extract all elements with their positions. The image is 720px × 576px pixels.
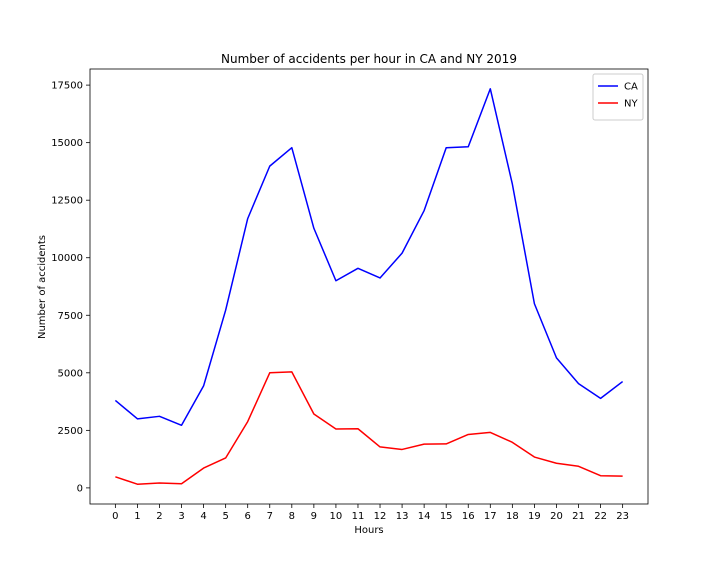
x-tick-label: 12 [374, 511, 387, 522]
x-tick-label: 23 [616, 511, 629, 522]
x-tick-label: 15 [440, 511, 453, 522]
x-tick-label: 5 [222, 511, 228, 522]
x-tick-label: 2 [156, 511, 162, 522]
y-tick-label: 5000 [58, 368, 83, 379]
plot-frame [89, 68, 649, 505]
y-tick-label: 10000 [51, 253, 83, 264]
y-axis-label: Number of accidents [37, 235, 48, 339]
x-tick-label: 7 [267, 511, 273, 522]
y-tick-label: 0 [77, 483, 83, 494]
x-tick-label: 18 [506, 511, 519, 522]
y-tick-label: 12500 [51, 196, 83, 207]
y-tick-label: 7500 [58, 311, 83, 322]
x-tick-label: 14 [418, 511, 431, 522]
x-tick-label: 13 [396, 511, 409, 522]
y-tick-label: 2500 [58, 426, 83, 437]
x-tick-label: 0 [112, 511, 118, 522]
x-tick-label: 3 [178, 511, 184, 522]
x-tick-label: 21 [572, 511, 585, 522]
x-tick-label: 22 [594, 511, 607, 522]
legend-label-ca: CA [624, 82, 638, 93]
x-axis-label: Hours [354, 525, 383, 536]
x-tick-label: 20 [550, 511, 563, 522]
x-tick-label: 4 [200, 511, 206, 522]
x-tick-label: 9 [311, 511, 317, 522]
x-tick-label: 10 [330, 511, 343, 522]
x-tick-label: 8 [289, 511, 295, 522]
x-axis-ticks: 0 1 2 3 4 5 6 7 8 9 10 11 12 13 14 15 16 17 18 19 20 21 22 23 [112, 504, 629, 522]
x-tick-label: 6 [245, 511, 251, 522]
y-axis-ticks: 0 2500 5000 7500 10000 12500 15000 17500 [51, 81, 90, 494]
x-tick-label: 11 [352, 511, 365, 522]
x-tick-label: 1 [134, 511, 140, 522]
x-tick-label: 17 [484, 511, 497, 522]
x-tick-label: 16 [462, 511, 475, 522]
x-tick-label: 19 [528, 511, 541, 522]
legend: CA NY [592, 73, 644, 121]
series-line-ca [114, 88, 624, 427]
y-tick-label: 17500 [51, 81, 83, 92]
y-tick-label: 15000 [51, 138, 83, 149]
series-line-ny [115, 371, 623, 485]
chart-title: Number of accidents per hour in CA and N… [221, 52, 517, 66]
legend-label-ny: NY [624, 99, 638, 110]
series-layer [114, 88, 624, 485]
